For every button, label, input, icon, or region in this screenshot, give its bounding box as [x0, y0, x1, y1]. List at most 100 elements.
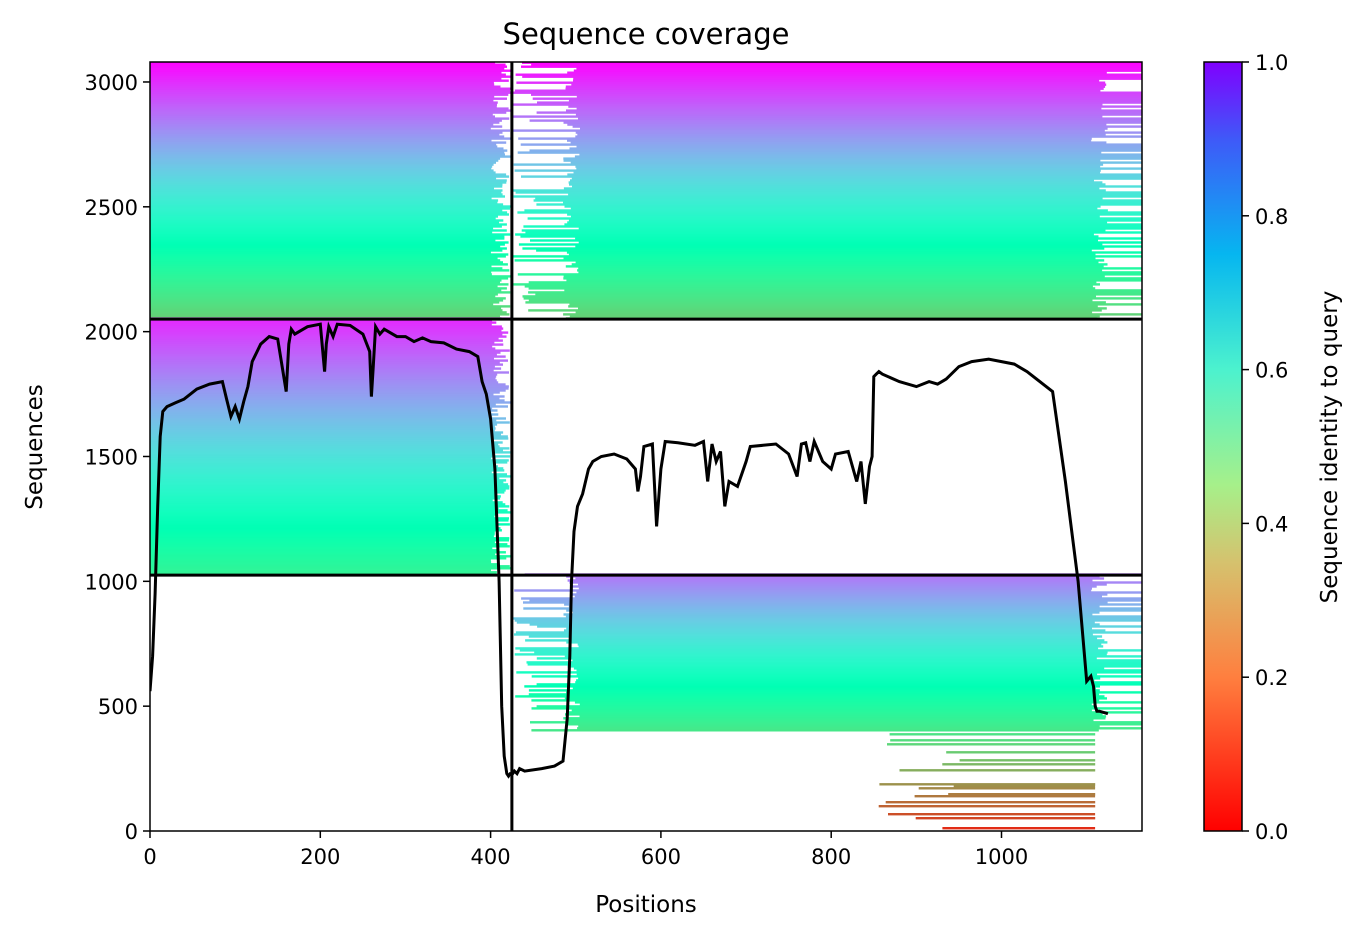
- heatmap-row: [150, 167, 492, 170]
- heatmap-row: [569, 147, 1142, 150]
- heatmap-row: [514, 259, 1105, 262]
- heatmap-row: [953, 785, 1096, 788]
- heatmap-row: [150, 121, 500, 124]
- heatmap-row: [150, 259, 501, 262]
- heatmap-row: [150, 141, 507, 144]
- x-tick-label: 0: [143, 845, 156, 869]
- heatmap-row: [577, 133, 1106, 136]
- heatmap-row: [531, 729, 1099, 732]
- heatmap-row: [150, 393, 494, 396]
- heatmap-row: [150, 425, 495, 428]
- heatmap-row: [150, 209, 503, 212]
- heatmap-row: [578, 725, 1100, 728]
- heatmap-row: [529, 599, 1142, 602]
- heatmap-row: [513, 195, 1142, 198]
- x-axis-label: Positions: [595, 892, 697, 918]
- heatmap-row: [150, 131, 503, 134]
- heatmap-row: [150, 307, 502, 310]
- heatmap-row: [150, 565, 510, 568]
- heatmap-row: [566, 251, 1142, 254]
- heatmap-row: [150, 535, 494, 538]
- chain-boundaries: [150, 62, 1142, 831]
- heatmap-row: [150, 137, 512, 140]
- heatmap-row: [531, 63, 1142, 66]
- heatmap-row: [150, 543, 508, 546]
- heatmap-row: [150, 491, 505, 494]
- heatmap-row: [150, 555, 511, 558]
- heatmap-row: [150, 65, 507, 68]
- heatmap-row: [150, 473, 507, 476]
- heatmap-row: [572, 687, 1096, 690]
- heatmap-row: [150, 395, 505, 398]
- heatmap-row: [150, 151, 505, 154]
- heatmap-row: [512, 189, 1106, 192]
- heatmap-row: [150, 139, 492, 142]
- heatmap-row: [150, 109, 512, 112]
- heatmap-row: [150, 409, 498, 412]
- heatmap-row: [150, 71, 502, 74]
- heatmap-row: [150, 213, 509, 216]
- heatmap-row: [150, 163, 494, 166]
- heatmap-row: [515, 191, 1142, 194]
- heatmap-row: [150, 99, 494, 102]
- heatmap-row: [564, 223, 1142, 226]
- heatmap-row: [578, 271, 1142, 274]
- x-tick-label: 600: [641, 845, 681, 869]
- heatmap-row: [534, 651, 1108, 654]
- heatmap-row: [513, 283, 1100, 286]
- heatmap-row: [530, 721, 1142, 724]
- y-tick-label: 2500: [85, 196, 138, 220]
- heatmap-row: [150, 325, 502, 328]
- heatmap-row: [150, 103, 497, 106]
- heatmap-row: [573, 667, 1105, 670]
- heatmap-row: [150, 315, 500, 318]
- heatmap-row: [150, 133, 500, 136]
- heatmap-row: [537, 101, 1142, 104]
- heatmap-row: [565, 713, 1103, 716]
- heatmap-row: [150, 537, 510, 540]
- heatmap-row: [150, 379, 497, 382]
- heatmap-row: [150, 135, 505, 138]
- heatmap-row: [524, 685, 1100, 688]
- heatmap-row: [150, 539, 509, 542]
- heatmap-row: [522, 62, 1142, 64]
- heatmap-row: [150, 157, 501, 160]
- heatmap-row: [150, 529, 502, 532]
- heatmap-row: [150, 233, 511, 236]
- heatmap-row: [150, 359, 508, 362]
- heatmap-row: [576, 669, 1142, 672]
- x-tick-label: 800: [811, 845, 851, 869]
- heatmap-row: [563, 277, 1142, 280]
- heatmap-row: [150, 271, 492, 274]
- heatmap-row: [150, 557, 507, 560]
- chart-title: Sequence coverage: [503, 17, 790, 51]
- heatmap-row: [150, 155, 512, 158]
- heatmap-row: [570, 161, 1142, 164]
- heatmap-row: [150, 389, 506, 392]
- colorbar-tick-label: 0.6: [1255, 359, 1288, 383]
- heatmap-row: [150, 417, 506, 420]
- heatmap-row: [150, 265, 492, 268]
- heatmap-row: [150, 249, 503, 252]
- heatmap-row: [150, 467, 504, 470]
- heatmap-row: [150, 147, 504, 150]
- heatmap-row: [575, 681, 1142, 684]
- heatmap-row: [566, 279, 1142, 282]
- heatmap-row: [150, 81, 494, 84]
- heatmap-row: [579, 703, 1092, 706]
- heatmap-row: [899, 769, 1096, 772]
- heatmap-row: [521, 175, 1142, 178]
- heatmap-row: [533, 199, 1142, 202]
- heatmap-row: [150, 433, 501, 436]
- heatmap-row: [574, 595, 1102, 598]
- heatmap-row: [570, 585, 1097, 588]
- y-tick-label: 1500: [85, 445, 138, 469]
- heatmap-row: [575, 261, 1099, 264]
- heatmap-row: [150, 329, 502, 332]
- heatmap-row: [150, 237, 505, 240]
- heatmap-row: [535, 197, 1103, 200]
- heatmap-row: [150, 241, 509, 244]
- heatmap-row: [563, 717, 1106, 720]
- heatmap-row: [516, 671, 1142, 674]
- heatmap-row: [516, 621, 1095, 624]
